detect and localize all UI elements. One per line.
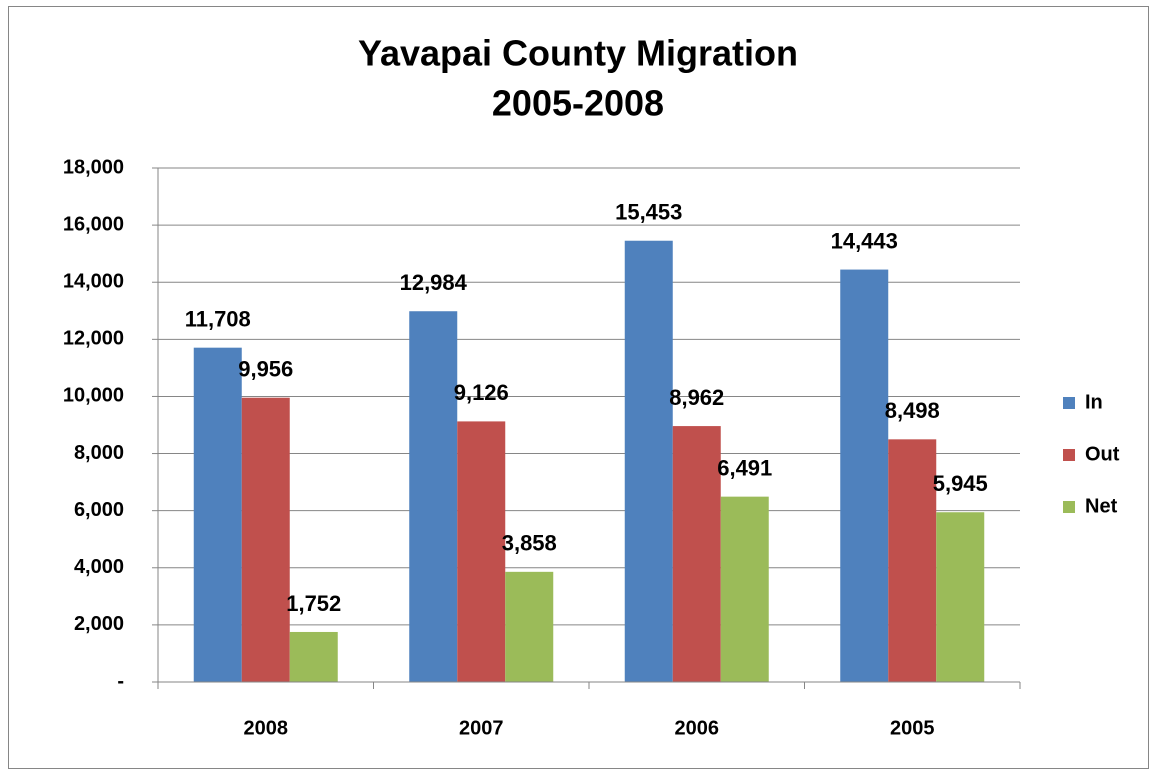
data-label: 15,453: [615, 200, 682, 225]
bar: [457, 421, 506, 682]
y-tick-label: 8,000: [74, 442, 124, 464]
bar: [241, 397, 290, 682]
chart-title: Yavapai County Migration: [358, 33, 798, 74]
y-tick-label: 18,000: [63, 156, 124, 178]
chart-title: 2005-2008: [492, 83, 664, 124]
data-label: 11,708: [185, 306, 251, 331]
bar: [840, 269, 889, 682]
y-tick-label: -: [117, 670, 124, 692]
data-label: 12,984: [400, 270, 468, 295]
bar: [409, 311, 458, 682]
y-tick-label: 16,000: [63, 213, 124, 235]
bar: [624, 240, 673, 682]
bar: [888, 439, 937, 682]
x-tick-label: 2006: [675, 717, 720, 739]
bar: [289, 631, 338, 682]
bar: [720, 496, 769, 682]
legend-swatch: [1063, 397, 1075, 409]
x-tick-label: 2005: [890, 717, 935, 739]
bar: [936, 512, 985, 682]
data-label: 6,491: [717, 455, 772, 480]
legend-label: In: [1085, 391, 1103, 413]
bar: [505, 571, 554, 682]
bar: [193, 347, 242, 682]
legend-swatch: [1063, 449, 1075, 461]
data-label: 3,858: [502, 531, 557, 556]
data-label: 8,962: [669, 385, 724, 410]
legend-label: Out: [1085, 443, 1120, 465]
data-label: 5,945: [933, 471, 988, 496]
y-tick-label: 4,000: [74, 556, 124, 578]
y-tick-label: 14,000: [63, 271, 124, 293]
y-tick-label: 6,000: [74, 499, 124, 521]
bar: [672, 426, 721, 682]
data-label: 14,443: [831, 228, 898, 253]
y-tick-label: 2,000: [74, 613, 124, 635]
legend-label: Net: [1085, 495, 1118, 517]
data-label: 8,498: [885, 398, 940, 423]
data-label: 9,956: [238, 357, 293, 382]
y-tick-label: 10,000: [63, 385, 124, 407]
x-tick-label: 2008: [244, 717, 289, 739]
data-label: 9,126: [454, 380, 509, 405]
x-tick-label: 2007: [459, 717, 504, 739]
data-label: 1,752: [286, 591, 341, 616]
legend-swatch: [1063, 501, 1075, 513]
y-tick-label: 12,000: [63, 328, 124, 350]
